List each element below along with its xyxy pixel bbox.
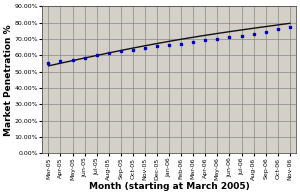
- Y-axis label: Market Penetration %: Market Penetration %: [4, 24, 13, 136]
- X-axis label: Month (starting at March 2005): Month (starting at March 2005): [89, 182, 250, 191]
